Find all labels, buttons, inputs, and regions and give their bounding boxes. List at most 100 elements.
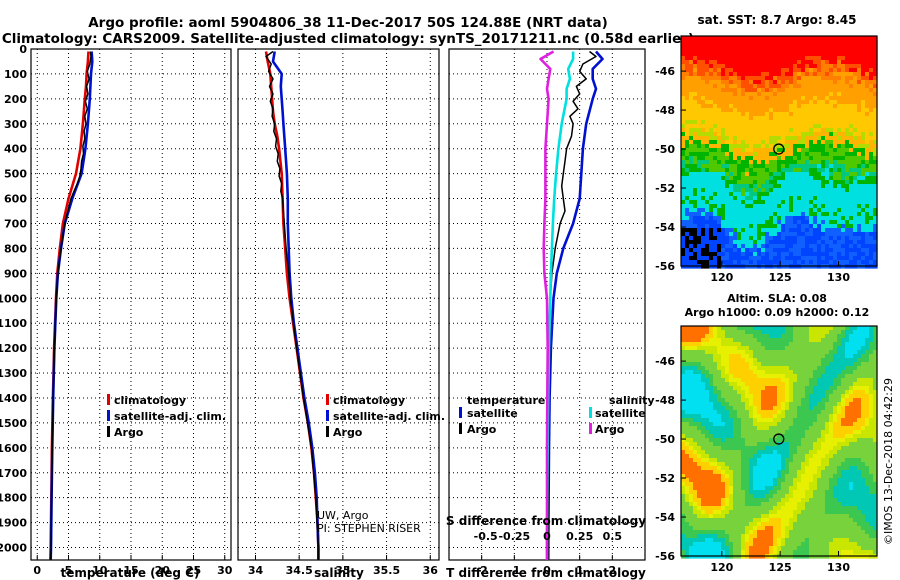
map-cell bbox=[861, 406, 866, 411]
map-cell bbox=[697, 414, 702, 419]
map-cell bbox=[737, 362, 742, 367]
map-cell bbox=[761, 358, 766, 363]
map-cell bbox=[769, 394, 774, 399]
map-cell bbox=[749, 80, 754, 85]
map-cell bbox=[689, 260, 694, 265]
map-cell bbox=[853, 184, 858, 189]
map-cell bbox=[725, 470, 730, 475]
map-cell bbox=[693, 100, 698, 105]
map-cell bbox=[701, 240, 706, 245]
map-cell bbox=[781, 426, 786, 431]
map-cell bbox=[709, 224, 714, 229]
map-cell bbox=[873, 462, 878, 467]
float-position-marker bbox=[773, 143, 785, 155]
map-cell bbox=[773, 330, 778, 335]
map-cell bbox=[697, 446, 702, 451]
map-cell bbox=[757, 120, 762, 125]
map-cell bbox=[733, 188, 738, 193]
map-cell bbox=[689, 72, 694, 77]
map-cell bbox=[845, 410, 850, 415]
map-cell bbox=[821, 96, 826, 101]
map-cell bbox=[765, 64, 770, 69]
map-cell bbox=[805, 346, 810, 351]
map-cell bbox=[809, 422, 814, 427]
map-cell bbox=[701, 196, 706, 201]
map-cell bbox=[793, 148, 798, 153]
map-cell bbox=[813, 378, 818, 383]
map-cell bbox=[721, 132, 726, 137]
map-cell bbox=[829, 64, 834, 69]
map-cell bbox=[733, 164, 738, 169]
map-cell bbox=[685, 220, 690, 225]
map-cell bbox=[817, 224, 822, 229]
map-cell bbox=[789, 354, 794, 359]
map-cell bbox=[821, 342, 826, 347]
map-cell bbox=[725, 204, 730, 209]
map-cell bbox=[765, 68, 770, 73]
map-cell bbox=[757, 326, 762, 331]
map-cell bbox=[785, 36, 790, 41]
map-cell bbox=[813, 240, 818, 245]
map-cell bbox=[789, 164, 794, 169]
map-cell bbox=[853, 168, 858, 173]
map-cell bbox=[745, 140, 750, 145]
map-cell bbox=[689, 164, 694, 169]
map-cell bbox=[809, 140, 814, 145]
map-cell bbox=[761, 204, 766, 209]
map-cell bbox=[753, 160, 758, 165]
map-cell bbox=[725, 406, 730, 411]
map-cell bbox=[725, 240, 730, 245]
map-cell bbox=[681, 76, 686, 81]
map-cell bbox=[777, 48, 782, 53]
map-cell bbox=[853, 474, 858, 479]
map-cell bbox=[713, 406, 718, 411]
map-cell bbox=[869, 450, 874, 455]
map-cell bbox=[753, 458, 758, 463]
map-cell bbox=[773, 470, 778, 475]
map-cell bbox=[753, 370, 758, 375]
map-cell bbox=[765, 260, 770, 265]
map-cell bbox=[681, 232, 686, 237]
legend-swatch bbox=[326, 394, 329, 405]
map-cell bbox=[689, 204, 694, 209]
map-cell bbox=[753, 180, 758, 185]
map-cell bbox=[833, 252, 838, 257]
map-cell bbox=[821, 208, 826, 213]
map-cell bbox=[681, 184, 686, 189]
map-cell bbox=[717, 52, 722, 57]
map-cell bbox=[785, 52, 790, 57]
map-cell bbox=[757, 124, 762, 129]
map-cell bbox=[825, 148, 830, 153]
map-cell bbox=[845, 188, 850, 193]
map-cell bbox=[841, 188, 846, 193]
map-cell bbox=[809, 84, 814, 89]
map-cell bbox=[681, 406, 686, 411]
map-cell bbox=[845, 430, 850, 435]
map-cell bbox=[825, 188, 830, 193]
map-cell bbox=[777, 256, 782, 261]
map-cell bbox=[845, 326, 850, 331]
map-cell bbox=[837, 124, 842, 129]
map-cell bbox=[737, 196, 742, 201]
map-cell bbox=[681, 196, 686, 201]
map-cell bbox=[717, 148, 722, 153]
map-cell bbox=[785, 192, 790, 197]
map-cell bbox=[809, 192, 814, 197]
map-cell bbox=[797, 450, 802, 455]
map-cell bbox=[837, 228, 842, 233]
map-cell bbox=[721, 120, 726, 125]
map-cell bbox=[821, 232, 826, 237]
map-cell bbox=[793, 434, 798, 439]
map-cell bbox=[793, 224, 798, 229]
map-cell bbox=[829, 172, 834, 177]
map-cell bbox=[689, 390, 694, 395]
map-cell bbox=[765, 374, 770, 379]
map-cell bbox=[757, 148, 762, 153]
map-cell bbox=[825, 330, 830, 335]
map-cell bbox=[721, 362, 726, 367]
map-cell bbox=[705, 112, 710, 117]
map-cell bbox=[817, 116, 822, 121]
map-cell bbox=[865, 180, 870, 185]
